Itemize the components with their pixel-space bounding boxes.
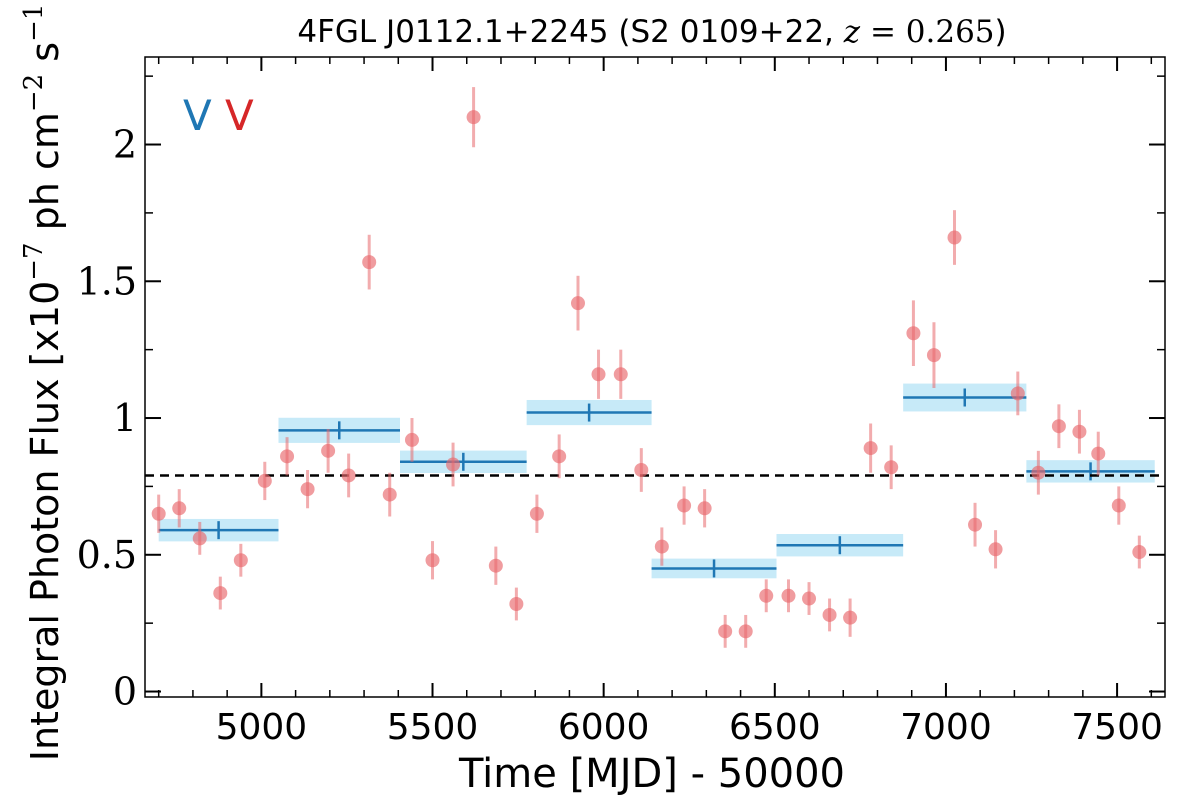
data-point (446, 457, 461, 472)
data-point (677, 498, 692, 513)
x-tick-label: 7000 (900, 707, 992, 748)
data-point (466, 110, 481, 125)
data-point (233, 553, 248, 568)
y-tick-label: 1.5 (77, 259, 137, 303)
data-point (1031, 465, 1046, 480)
data-point (488, 558, 503, 573)
data-point (280, 449, 295, 464)
data-point (591, 367, 606, 382)
data-point (906, 326, 921, 341)
data-point (1111, 498, 1126, 513)
data-point (884, 460, 899, 475)
data-point (300, 482, 315, 497)
data-point (947, 230, 962, 245)
data-point (257, 473, 272, 488)
variability-marker-0: V (183, 91, 212, 140)
y-tick-label: 2 (113, 123, 137, 167)
data-point (781, 588, 796, 603)
data-point (425, 553, 440, 568)
data-point (613, 367, 628, 382)
data-point (1132, 545, 1147, 560)
data-point (654, 539, 669, 554)
data-point (822, 607, 837, 622)
data-point (404, 432, 419, 447)
data-point (362, 255, 377, 270)
data-point (570, 296, 585, 311)
data-point (151, 506, 166, 521)
data-point (552, 449, 567, 464)
data-point (172, 501, 187, 516)
y-axis-label: Integral Photon Flux [x10−7 ph cm−2 s−1] (19, 0, 67, 761)
x-tick-label: 6500 (729, 707, 821, 748)
y-tick-label: 1 (113, 396, 137, 440)
data-point (843, 610, 858, 625)
data-point (634, 462, 649, 477)
data-point (1072, 424, 1087, 439)
data-point (802, 591, 817, 606)
data-point (759, 588, 774, 603)
x-tick-label: 5500 (387, 707, 479, 748)
data-point (529, 506, 544, 521)
data-point (213, 586, 228, 601)
data-point (926, 348, 941, 363)
data-point (863, 441, 878, 456)
x-tick-label: 6000 (558, 707, 650, 748)
chart-title: 4FGL J0112.1+2245 (S2 0109+22, z = 0.265… (297, 14, 1006, 50)
data-point (1010, 386, 1025, 401)
plot-frame (144, 56, 1166, 698)
x-tick-label: 5000 (216, 707, 308, 748)
data-point (321, 443, 336, 458)
data-point (341, 468, 356, 483)
x-tick-label: 7500 (1071, 707, 1163, 748)
data-point (1091, 446, 1106, 461)
data-point (509, 597, 524, 612)
data-point (968, 517, 983, 532)
data-point (718, 624, 733, 639)
bayesian-blocks (158, 383, 1155, 579)
data-point (738, 624, 753, 639)
data-point (1051, 419, 1066, 434)
variability-marker-1: V (225, 91, 254, 140)
y-tick-label: 0.5 (77, 533, 137, 577)
data-point (382, 487, 397, 502)
data-point (988, 542, 1003, 557)
data-point (697, 501, 712, 516)
axes: 5000 5500 6000 6500 7000 7500 0 0.5 1 1.5 2 (77, 56, 1166, 748)
data-point (192, 531, 207, 546)
x-axis-label: Time [MJD] - 50000 (458, 751, 845, 797)
flux-points (151, 87, 1147, 648)
y-tick-label: 0 (113, 670, 137, 714)
